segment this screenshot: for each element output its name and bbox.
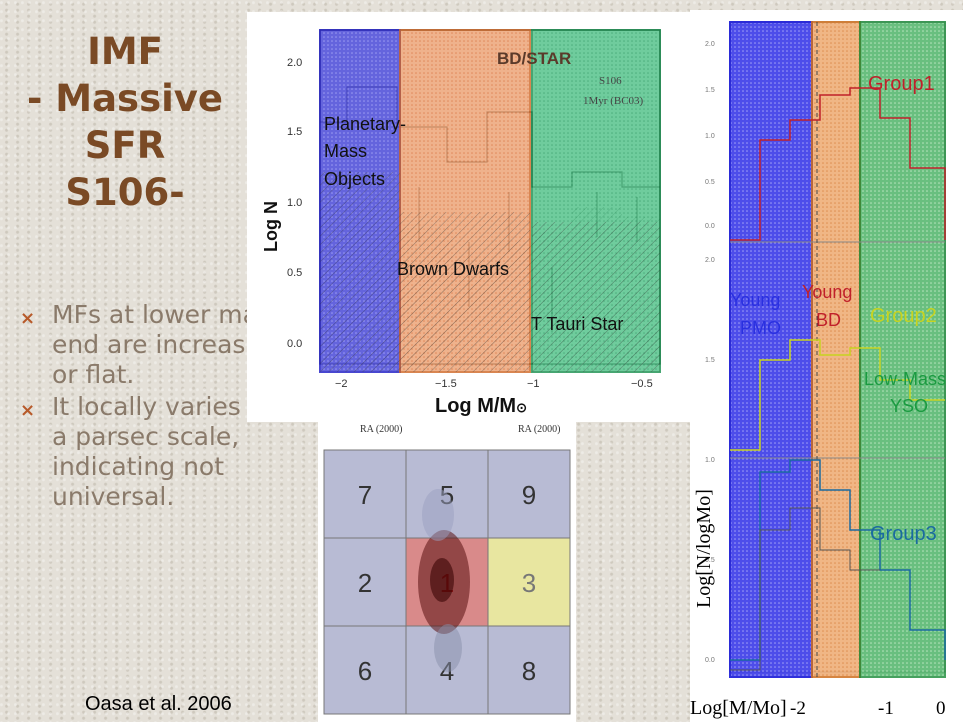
field-cell-label: 6 [358,656,372,686]
y-tick-label: 1.0 [705,457,715,464]
region-label: Planetary- [324,114,406,134]
region-label: BD [816,310,841,330]
ra-axis-label: RA (2000) [518,424,561,435]
field-cell-label: 8 [522,656,536,686]
field-cell-label: 7 [358,480,372,510]
y-tick-label: 0.5 [705,557,715,564]
field-cell-label: 9 [522,480,536,510]
field-map: RA (2000) RA (2000) 759213648 [318,420,576,722]
title-line: SFR [84,124,166,167]
y-tick-label: 2.0 [705,41,715,48]
x-tick-label: −1.5 [435,378,457,390]
y-tick-label: 1.5 [287,126,302,138]
y-tick-label: 1.0 [287,197,302,209]
chart-subheader: 1Myr (BC03) [583,95,644,107]
bullet-marker-icon: × [20,308,36,329]
y-tick-label: 0.5 [287,267,302,279]
region-young-pmo [729,21,813,678]
x-tick-label: −0.5 [631,378,653,390]
title-line: - Massive [27,77,223,120]
field-cell [487,449,571,539]
bullet-item: × MFs at lower mass end are increasing o… [20,300,290,390]
field-cell [487,537,571,627]
region-label: Young [730,290,780,310]
sun-symbol: ⊙ [516,400,527,415]
y-tick-label: 0.5 [705,179,715,186]
y-tick-label: 1.0 [705,133,715,140]
y-axis-label: Log[N/logMo] [693,489,715,608]
field-cell [323,449,407,539]
title-line: S106- [65,171,185,214]
chart-subheader: S106 [599,75,622,87]
field-cell [323,537,407,627]
right-mass-function-chart: 2.0 1.5 1.0 0.5 0.0 2.0 1.5 1.0 0.5 0.0 … [690,10,963,722]
field-cell-label: 2 [358,568,372,598]
bullet-text: It locally varies on a parsec scale, ind… [52,392,280,511]
bullet-marker-icon: × [20,400,36,421]
field-cell [487,625,571,715]
left-mass-function-chart: BD/STAR S106 1Myr (BC03) Planetary- Mass… [247,12,690,422]
y-tick-label: 0.0 [705,223,715,230]
x-tick-label: −1 [527,378,540,390]
region-label: Brown Dwarfs [397,259,509,279]
bullet-text: MFs at lower mass end are increasing or … [52,300,285,389]
x-tick-label: -2 [790,698,806,719]
region-label: YSO [890,396,928,416]
region-label: Mass [324,141,367,161]
x-tick-label: 0 [936,698,946,719]
x-tick-label: −2 [335,378,348,390]
group-label-3: Group3 [870,523,937,545]
region-label: Objects [324,169,385,189]
region-low-mass-yso [859,21,946,678]
y-tick-label: 1.5 [705,357,715,364]
y-tick-label: 1.5 [705,87,715,94]
ra-axis-label: RA (2000) [360,424,403,435]
field-cell-label: 3 [522,568,536,598]
chart-header: BD/STAR [497,49,571,68]
y-tick-label: 0.0 [705,657,715,664]
y-tick-label: 0.0 [287,338,302,350]
x-axis-label: Log M/M [435,395,516,417]
x-tick-label: -1 [878,698,894,719]
bullet-list: × MFs at lower mass end are increasing o… [20,300,290,514]
svg-text:Log M/M⊙: Log M/M⊙ [435,395,527,417]
x-axis-label: Log[M/Mo] [690,697,787,719]
y-axis-label: Log N [261,201,281,252]
region-label: PMO [740,318,781,338]
region-label: T Tauri Star [531,314,623,334]
region-label: Low-Mass [864,369,946,389]
bullet-item: × It locally varies on a parsec scale, i… [20,392,290,512]
group-label-1: Group1 [868,73,935,95]
slide-title: IMF - Massive SFR S106- [0,28,250,216]
citation: Oasa et al. 2006 [85,693,232,715]
group-label-2: Group2 [870,305,937,327]
y-tick-label: 2.0 [287,57,302,69]
y-tick-label: 2.0 [705,257,715,264]
region-label: Young [802,282,852,302]
title-line: IMF [87,30,163,73]
